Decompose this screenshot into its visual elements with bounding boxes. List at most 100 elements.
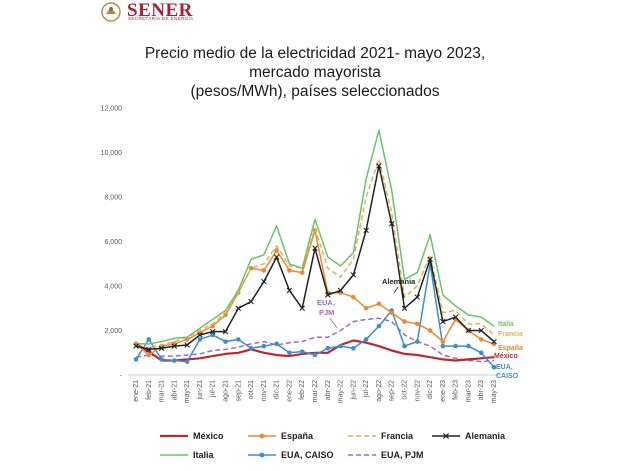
y-tick-label: 6,000: [104, 239, 122, 246]
data-point: [171, 343, 178, 349]
x-tick-label: abr-21: [171, 380, 178, 400]
logo-subtext: SECRETARÍA DE ENERGÍA: [128, 16, 194, 21]
data-point: [491, 338, 497, 345]
data-point: [312, 245, 318, 251]
chart-title-line-2: mercado mayorista: [249, 64, 381, 81]
data-point: [376, 301, 382, 307]
x-tick-label: sep-22: [389, 380, 396, 402]
x-tick-label: oct-22: [402, 380, 409, 400]
data-point: [402, 343, 407, 349]
legend-label: España: [281, 431, 314, 441]
data-point: [274, 248, 279, 253]
x-tick-label: mar-22: [312, 380, 319, 402]
data-point: [478, 350, 484, 356]
legend-label: Francia: [381, 431, 414, 441]
x-tick-label: abr-22: [325, 380, 332, 400]
annotation-arrow: [401, 286, 405, 299]
series-line: [136, 129, 495, 345]
data-point: [466, 343, 471, 349]
data-point: [145, 346, 152, 353]
x-tick-label: feb-21: [146, 380, 153, 400]
x-tick-label: mar-23: [465, 380, 472, 402]
data-point: [184, 359, 190, 364]
x-tick-label: dic-22: [427, 380, 434, 399]
data-point: [248, 346, 254, 351]
chart-title-line-1: Precio medio de la electricidad 2021- ma…: [144, 45, 486, 62]
data-point: [478, 327, 485, 334]
data-point: [363, 337, 369, 342]
data-point: [376, 163, 382, 169]
series-line: [135, 165, 495, 351]
series-end-label: México: [494, 353, 518, 360]
data-point: [324, 292, 331, 298]
x-tick-label: may-23: [491, 380, 498, 403]
chart-title-line-3: (pesos/MWh), países seleccionados: [190, 83, 440, 100]
data-point: [172, 358, 177, 363]
data-point: [248, 298, 254, 305]
data-point: [261, 278, 267, 285]
data-point: [146, 337, 152, 342]
data-point: [389, 310, 395, 316]
x-tick-label: may-22: [338, 380, 345, 403]
data-point: [261, 268, 267, 273]
x-tick-label: oct-21: [248, 380, 255, 400]
series-end-label: España: [498, 345, 523, 352]
series-line: [135, 158, 495, 350]
series-end-label: EUA, CAISO: [496, 364, 519, 380]
legend-label: Alemania: [465, 431, 506, 441]
x-tick-label: jun-21: [197, 380, 204, 401]
data-point: [209, 328, 216, 335]
legend-label: EUA, PJM: [381, 450, 424, 460]
data-point: [133, 357, 139, 362]
y-tick-label: 8,000: [104, 195, 122, 202]
data-point: [184, 342, 190, 348]
series-line: [135, 317, 495, 363]
data-point: [197, 337, 203, 342]
series-end-label: Francia: [498, 331, 523, 338]
x-tick-label: may-21: [184, 380, 191, 403]
data-point: [235, 305, 242, 312]
x-tick-label: dic-21: [274, 380, 281, 399]
data-point: [465, 327, 472, 334]
x-tick-label: nov-21: [261, 380, 268, 402]
series-end-label: Italia: [498, 321, 514, 328]
data-point: [223, 339, 228, 344]
x-tick-label: sep-21: [235, 380, 242, 402]
x-tick-label: ago-21: [223, 380, 230, 402]
x-tick-label: jun-22: [350, 380, 357, 401]
legend-marker: [442, 432, 450, 440]
data-point: [210, 332, 216, 338]
data-point: [402, 319, 407, 324]
legend-label: EUA, CAISO: [281, 450, 334, 460]
x-tick-label: feb-23: [453, 380, 460, 400]
legend-marker: [259, 433, 265, 439]
data-point: [351, 346, 356, 351]
data-point: [414, 294, 421, 300]
y-tick-label: 4,000: [104, 284, 122, 291]
legend-label: Italia: [193, 450, 215, 460]
data-point: [363, 227, 369, 234]
annotation-arrow: [329, 317, 338, 329]
data-point: [401, 305, 408, 312]
logo-text: SENER: [127, 0, 193, 21]
annotation-arrow: [393, 286, 399, 294]
x-tick-label: jul-22: [363, 380, 370, 398]
data-point: [197, 332, 203, 338]
x-tick-label: mar-21: [159, 380, 166, 402]
y-tick-label: 2,000: [104, 328, 122, 335]
x-tick-label: jul-21: [210, 380, 217, 398]
data-point: [286, 287, 293, 294]
x-tick-label: ago-22: [376, 380, 383, 402]
data-point: [338, 343, 343, 349]
x-tick-label: feb-22: [299, 380, 306, 400]
y-tick-label: -: [120, 373, 123, 380]
data-point: [287, 350, 292, 356]
data-point: [351, 294, 356, 300]
data-point: [274, 341, 279, 347]
y-tick-label: 10,000: [101, 150, 123, 157]
data-point: [453, 343, 458, 349]
data-point: [159, 357, 164, 362]
data-point: [478, 337, 484, 342]
x-tick-label: abr-23: [478, 380, 485, 400]
data-point: [299, 270, 305, 275]
